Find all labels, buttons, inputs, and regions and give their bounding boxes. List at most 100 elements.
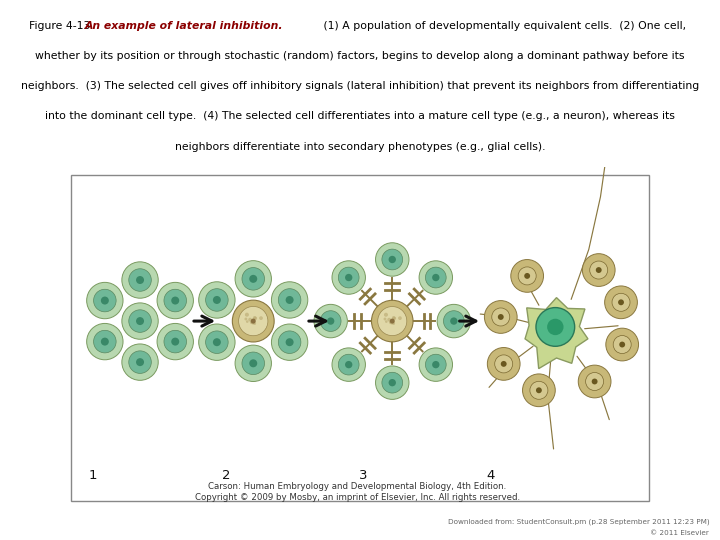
Circle shape xyxy=(314,305,347,338)
Circle shape xyxy=(122,262,158,298)
Circle shape xyxy=(279,289,301,311)
Circle shape xyxy=(199,324,235,360)
Circle shape xyxy=(578,365,611,398)
Circle shape xyxy=(242,352,264,375)
Circle shape xyxy=(392,316,395,320)
Circle shape xyxy=(213,338,221,346)
Circle shape xyxy=(498,314,504,320)
Text: Copyright © 2009 by Mosby, an imprint of Elsevier, Inc. All rights reserved.: Copyright © 2009 by Mosby, an imprint of… xyxy=(194,492,520,502)
Circle shape xyxy=(332,261,366,294)
Circle shape xyxy=(592,379,598,384)
Circle shape xyxy=(605,286,637,319)
Circle shape xyxy=(432,274,439,281)
Circle shape xyxy=(245,313,249,317)
Circle shape xyxy=(398,316,402,320)
Text: whether by its position or through stochastic (random) factors, begins to develo: whether by its position or through stoch… xyxy=(35,51,685,61)
Circle shape xyxy=(101,338,109,346)
Circle shape xyxy=(390,320,394,325)
Circle shape xyxy=(206,289,228,311)
Circle shape xyxy=(245,318,248,320)
Circle shape xyxy=(618,299,624,305)
Circle shape xyxy=(254,317,257,320)
Circle shape xyxy=(426,267,446,288)
Circle shape xyxy=(372,300,413,342)
Circle shape xyxy=(384,313,388,317)
Circle shape xyxy=(86,282,123,319)
Circle shape xyxy=(530,381,548,399)
Circle shape xyxy=(101,296,109,305)
Circle shape xyxy=(590,261,608,279)
Circle shape xyxy=(376,366,409,400)
Text: 3: 3 xyxy=(359,469,367,482)
Text: Figure 4-13: Figure 4-13 xyxy=(29,21,94,31)
Circle shape xyxy=(385,320,387,323)
Circle shape xyxy=(500,361,507,367)
Text: (1) A population of developmentally equivalent cells.  (2) One cell,: (1) A population of developmentally equi… xyxy=(320,21,687,31)
Circle shape xyxy=(164,289,186,312)
Circle shape xyxy=(536,308,575,346)
Polygon shape xyxy=(525,298,588,369)
Circle shape xyxy=(251,320,255,325)
Circle shape xyxy=(249,359,257,367)
Text: neighbors.  (3) The selected cell gives off inhibitory signals (lateral inhibiti: neighbors. (3) The selected cell gives o… xyxy=(21,81,699,91)
Circle shape xyxy=(233,300,274,342)
Circle shape xyxy=(492,308,510,326)
Circle shape xyxy=(136,317,144,325)
Circle shape xyxy=(136,276,144,284)
Circle shape xyxy=(376,243,409,276)
Circle shape xyxy=(444,310,464,332)
Text: 2: 2 xyxy=(222,469,230,482)
Circle shape xyxy=(595,267,602,273)
Circle shape xyxy=(251,319,256,323)
Circle shape xyxy=(157,323,194,360)
Circle shape xyxy=(606,328,639,361)
Circle shape xyxy=(279,331,301,354)
Circle shape xyxy=(524,273,530,279)
Circle shape xyxy=(432,361,439,368)
Circle shape xyxy=(213,296,221,304)
Circle shape xyxy=(238,306,268,336)
Circle shape xyxy=(320,310,341,332)
Circle shape xyxy=(450,318,457,325)
Circle shape xyxy=(253,316,256,320)
Text: 4: 4 xyxy=(486,469,495,482)
Circle shape xyxy=(382,249,402,270)
Circle shape xyxy=(271,324,307,360)
Text: An example of lateral inhibition.: An example of lateral inhibition. xyxy=(85,21,284,31)
Circle shape xyxy=(122,344,158,380)
Circle shape xyxy=(613,335,631,354)
Circle shape xyxy=(582,254,615,286)
Circle shape xyxy=(419,348,453,381)
Circle shape xyxy=(327,318,334,325)
Circle shape xyxy=(94,289,116,312)
Circle shape xyxy=(390,319,395,323)
Circle shape xyxy=(485,301,517,333)
Circle shape xyxy=(246,320,248,323)
Circle shape xyxy=(619,342,625,347)
Circle shape xyxy=(338,354,359,375)
Circle shape xyxy=(345,274,352,281)
Circle shape xyxy=(378,307,407,336)
Circle shape xyxy=(94,330,116,353)
Circle shape xyxy=(518,267,536,285)
Circle shape xyxy=(122,303,158,339)
Text: neighbors differentiate into secondary phenotypes (e.g., glial cells).: neighbors differentiate into secondary p… xyxy=(175,141,545,152)
Circle shape xyxy=(129,269,151,291)
Circle shape xyxy=(547,319,564,335)
Circle shape xyxy=(253,322,256,325)
Circle shape xyxy=(249,275,257,283)
Circle shape xyxy=(419,261,453,294)
Circle shape xyxy=(585,373,603,390)
Circle shape xyxy=(250,321,253,324)
Circle shape xyxy=(612,293,630,311)
Circle shape xyxy=(389,321,392,324)
Circle shape xyxy=(136,358,144,366)
Circle shape xyxy=(382,372,402,393)
Circle shape xyxy=(259,316,263,320)
Circle shape xyxy=(171,338,179,346)
Circle shape xyxy=(389,256,396,263)
Text: © 2011 Elsevier: © 2011 Elsevier xyxy=(650,530,709,536)
Circle shape xyxy=(487,348,520,380)
Circle shape xyxy=(437,305,471,338)
Circle shape xyxy=(164,330,186,353)
